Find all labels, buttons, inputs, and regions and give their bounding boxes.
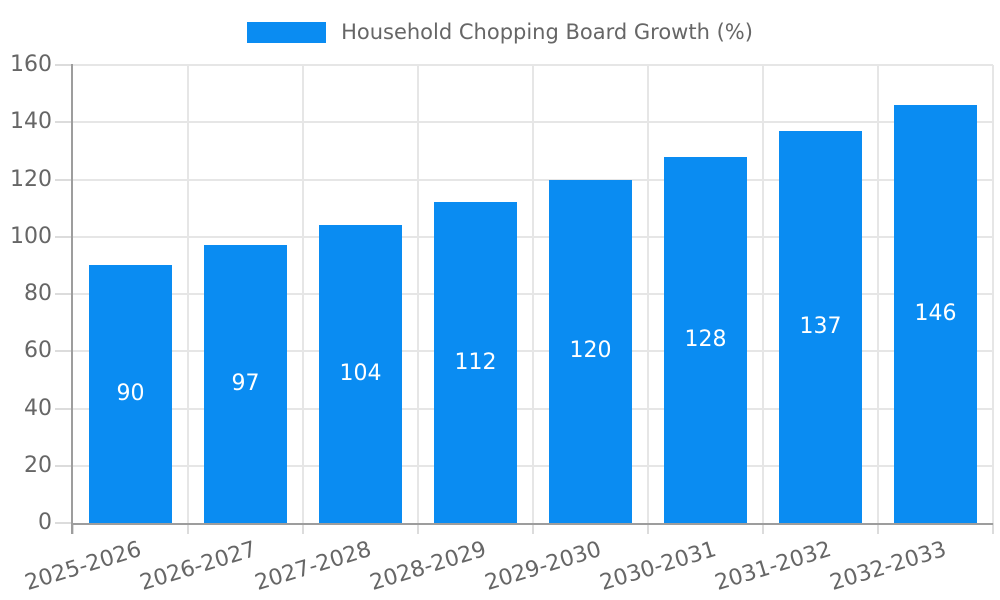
grid-line-vertical xyxy=(647,65,649,523)
y-axis-tick-label: 80 xyxy=(24,281,52,306)
y-axis-tick xyxy=(55,464,73,467)
y-axis-tick xyxy=(55,121,73,124)
y-axis-tick-label: 120 xyxy=(10,166,52,192)
x-axis-tick xyxy=(302,523,304,534)
bar xyxy=(434,202,517,523)
bar xyxy=(664,156,747,523)
x-axis-tick-label: 2027-2028 xyxy=(251,537,374,596)
y-axis-tick-label: 140 xyxy=(10,109,52,135)
x-axis-tick-label: 2025-2026 xyxy=(21,537,144,596)
grid-line-vertical xyxy=(877,65,879,523)
x-axis-tick xyxy=(72,523,74,534)
bar xyxy=(204,245,287,523)
x-axis-tick xyxy=(417,523,419,534)
x-axis-tick xyxy=(877,523,879,534)
y-axis-tick xyxy=(55,235,73,238)
y-axis-line xyxy=(71,64,73,534)
grid-line-vertical xyxy=(302,65,304,523)
x-axis-tick-label: 2028-2029 xyxy=(366,537,489,596)
x-axis-tick xyxy=(187,523,189,534)
y-axis-tick-label: 40 xyxy=(24,395,52,421)
grid-line-vertical xyxy=(187,65,189,523)
grid-line-vertical xyxy=(532,65,534,523)
bar xyxy=(319,225,402,523)
bar-value-label: 128 xyxy=(684,326,727,352)
y-axis-tick-label: 60 xyxy=(24,338,52,364)
x-axis-tick-label: 2030-2031 xyxy=(596,537,719,596)
x-axis-tick-label: 2026-2027 xyxy=(136,537,259,596)
bar xyxy=(89,265,172,523)
bar xyxy=(894,105,977,523)
grid-line-vertical xyxy=(992,65,994,523)
x-axis-tick-label: 2029-2030 xyxy=(481,537,604,596)
x-axis-tick xyxy=(647,523,649,534)
bar xyxy=(549,179,632,523)
x-axis-tick xyxy=(992,523,994,534)
y-axis-tick-label: 160 xyxy=(10,52,52,77)
bar-value-label: 112 xyxy=(454,349,497,375)
y-axis-tick xyxy=(55,178,73,181)
legend-swatch-icon xyxy=(247,21,327,43)
y-axis-tick-label: 20 xyxy=(24,452,52,478)
grid-line-vertical xyxy=(762,65,764,523)
x-axis-tick xyxy=(762,523,764,534)
bar-value-label: 90 xyxy=(116,381,145,407)
y-axis-tick xyxy=(55,293,73,295)
legend[interactable]: Household Chopping Board Growth (%) xyxy=(0,20,1000,44)
y-axis-tick xyxy=(55,350,73,353)
bar-value-label: 146 xyxy=(914,301,957,327)
bar-value-label: 104 xyxy=(339,361,382,387)
y-axis-tick-label: 100 xyxy=(10,223,52,249)
x-axis-tick xyxy=(532,523,534,534)
legend-label: Household Chopping Board Growth (%) xyxy=(341,20,753,44)
bar-value-label: 97 xyxy=(231,371,260,397)
x-axis-tick-label: 2032-2033 xyxy=(826,537,949,596)
y-axis-tick xyxy=(55,407,73,410)
x-axis-line xyxy=(73,523,993,525)
y-axis-tick xyxy=(55,522,73,524)
bar-value-label: 137 xyxy=(799,313,842,339)
x-axis-tick-label: 2031-2032 xyxy=(711,537,834,596)
bar xyxy=(779,130,862,523)
y-axis-tick xyxy=(55,64,73,66)
bar-value-label: 120 xyxy=(569,338,612,364)
y-axis-tick-label: 0 xyxy=(38,510,52,535)
grid-line-vertical xyxy=(417,65,419,523)
